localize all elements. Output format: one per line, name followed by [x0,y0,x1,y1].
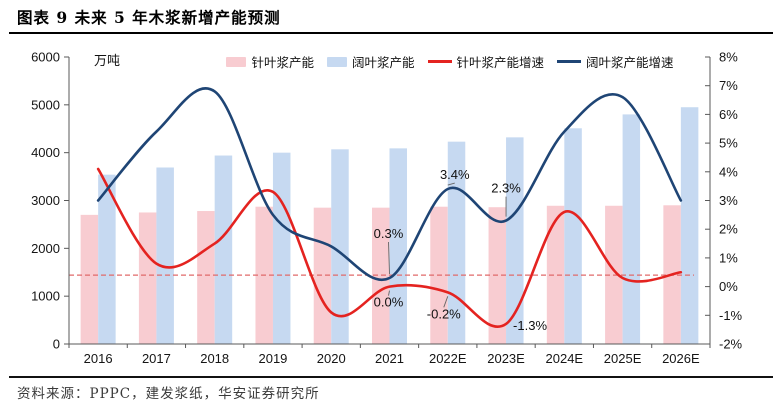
label-leader-line [447,182,455,186]
bar [622,114,641,345]
legend-label: 针叶浆产能增速 [456,56,545,70]
x-axis-label: 2026E [662,351,700,366]
legend-item-hardwood-capacity: 阔叶浆产能 [326,52,415,71]
right-axis-label: -1% [719,308,743,323]
right-axis-label: 6% [719,107,738,122]
legend-label: 阔叶浆产能增速 [586,56,674,70]
bar [564,128,582,344]
right-axis-label: -2% [719,337,743,352]
bar [138,212,157,344]
data-label: 3.4% [440,167,470,182]
left-axis-label: 6000 [31,50,60,65]
legend-label: 针叶浆产能 [251,56,314,70]
left-axis-label: 5000 [31,97,60,112]
title-divider [9,32,773,34]
label-leader-line [388,290,390,296]
data-label: -1.3% [513,318,547,333]
x-axis-label: 2023E [487,351,525,366]
right-axis-label: 1% [719,250,738,265]
footer-divider [9,376,773,378]
softwood-growth-swatch [427,60,452,63]
data-label: 0.0% [374,295,404,310]
bar [389,148,407,344]
x-axis-label: 2022E [429,351,467,366]
right-axis-label: 0% [719,279,738,294]
bar [506,137,524,344]
bar [546,205,565,344]
x-axis-label: 2020 [317,351,346,366]
bar [156,167,174,344]
figure-title: 图表 9 未来 5 年木浆新增产能预测 [17,8,281,27]
bars-hardwood-capacity [98,107,699,345]
legend-item-softwood-capacity: 针叶浆产能 [226,52,314,71]
right-axis-label: 8% [719,50,738,65]
right-axis-label: 7% [719,78,738,93]
line-hardwood-growth [96,87,683,282]
left-axis-label: 0 [53,337,60,352]
right-axis-label: 2% [719,222,738,237]
bar [98,174,116,344]
left-axis-label: 3000 [31,193,60,208]
left-axis-label: 2000 [31,241,60,256]
bar [313,207,332,344]
bar [80,214,99,344]
bar [331,149,349,344]
x-axis-label: 2016 [84,351,113,366]
data-label: -0.2% [427,306,461,321]
left-axis-label: 4000 [31,145,60,160]
right-axis-label: 4% [719,164,738,179]
bar [197,211,215,344]
x-axis-label: 2025E [604,351,642,366]
label-leader-line [388,241,390,275]
chart-legend: 针叶浆产能 阔叶浆产能 针叶浆产能增速 阔叶浆产能增速 [120,52,776,71]
softwood-capacity-swatch [226,56,247,67]
right-axis-label: 3% [719,193,738,208]
data-label: 0.3% [374,226,404,241]
line-softwood-growth [96,167,683,328]
hardwood-growth-swatch [557,60,582,63]
x-axis-label: 2019 [258,351,287,366]
x-axis-label: 2024E [546,351,584,366]
x-axis-label: 2021 [375,351,404,366]
data-label: 2.3% [491,181,521,196]
legend-label: 阔叶浆产能 [351,56,415,70]
legend-item-softwood-growth: 针叶浆产能增速 [427,52,545,71]
bar [680,107,699,344]
hardwood-capacity-swatch [326,56,347,67]
bar [272,152,291,344]
bar [214,155,233,344]
x-axis-label: 2017 [142,351,171,366]
right-axis-label: 5% [719,136,738,151]
legend-item-hardwood-growth: 阔叶浆产能增速 [557,52,674,71]
bar [372,207,390,344]
label-leader-line [443,296,449,308]
left-axis-label: 1000 [31,289,60,304]
unit-label: 万吨 [94,53,120,68]
x-axis-label: 2018 [200,351,229,366]
source-note: 资料来源：PPPC，建发浆纸，华安证券研究所 [17,386,320,402]
